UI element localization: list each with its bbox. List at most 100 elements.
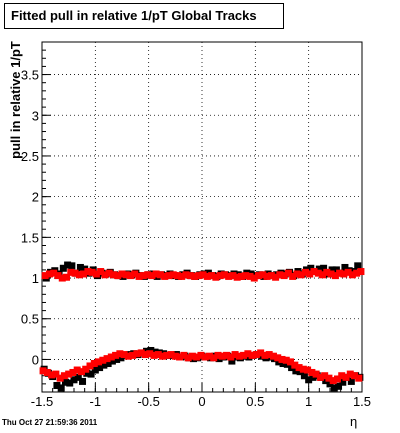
data-point bbox=[61, 378, 69, 386]
data-point bbox=[329, 377, 337, 385]
data-point bbox=[173, 272, 181, 280]
data-point bbox=[308, 368, 316, 376]
data-point bbox=[263, 272, 271, 280]
data-point bbox=[45, 270, 53, 278]
data-point bbox=[63, 273, 71, 281]
data-point bbox=[67, 268, 75, 276]
data-point bbox=[92, 270, 100, 278]
data-point bbox=[97, 268, 105, 276]
data-point bbox=[315, 265, 323, 273]
data-point bbox=[69, 368, 77, 376]
data-point bbox=[231, 351, 239, 359]
data-point bbox=[113, 355, 121, 363]
data-point bbox=[225, 272, 233, 280]
data-point bbox=[109, 271, 117, 279]
data-point bbox=[240, 351, 248, 359]
data-point bbox=[188, 352, 196, 360]
y-tick-label: 0 bbox=[32, 352, 39, 367]
data-point bbox=[208, 272, 216, 280]
data-point bbox=[353, 269, 361, 277]
data-point bbox=[184, 354, 192, 362]
data-point bbox=[325, 374, 333, 382]
data-point bbox=[77, 368, 85, 376]
data-point bbox=[316, 373, 324, 381]
data-point bbox=[124, 352, 132, 360]
data-point bbox=[165, 272, 173, 280]
data-point bbox=[276, 271, 284, 279]
data-point bbox=[282, 356, 290, 364]
timestamp: Thu Oct 27 21:59:36 2011 bbox=[2, 418, 98, 427]
data-point bbox=[293, 270, 301, 278]
y-tick-label: 2.5 bbox=[21, 149, 39, 164]
data-point bbox=[257, 349, 265, 357]
x-tick-label: -1 bbox=[90, 394, 102, 409]
data-point bbox=[180, 351, 188, 359]
y-tick-label: 0.5 bbox=[21, 312, 39, 327]
data-point bbox=[354, 262, 362, 270]
data-point bbox=[274, 354, 282, 362]
data-point bbox=[328, 266, 336, 274]
data-point bbox=[112, 351, 120, 359]
data-point bbox=[319, 271, 327, 279]
data-point bbox=[144, 271, 152, 279]
data-point bbox=[331, 272, 339, 280]
data-point bbox=[87, 370, 95, 378]
y-tick-label: 1 bbox=[32, 271, 39, 286]
data-point bbox=[214, 351, 222, 359]
data-point bbox=[357, 268, 365, 276]
data-point bbox=[284, 269, 292, 277]
chart-title: Fitted pull in relative 1/pT Global Trac… bbox=[4, 3, 284, 29]
x-tick-label: 1 bbox=[305, 394, 312, 409]
data-point bbox=[146, 350, 154, 358]
data-point bbox=[83, 369, 91, 377]
data-point bbox=[191, 272, 199, 280]
data-point bbox=[70, 376, 78, 384]
data-point bbox=[103, 355, 111, 363]
data-point bbox=[346, 370, 354, 378]
data-point bbox=[272, 273, 280, 281]
data-point bbox=[82, 365, 90, 373]
data-point bbox=[139, 272, 147, 280]
data-point bbox=[84, 268, 92, 276]
data-point bbox=[320, 264, 328, 272]
data-point bbox=[344, 268, 352, 276]
data-point bbox=[60, 372, 68, 380]
data-point bbox=[116, 350, 124, 358]
data-point bbox=[305, 376, 313, 384]
data-point bbox=[223, 351, 231, 359]
data-point bbox=[52, 370, 60, 378]
data-point bbox=[203, 272, 211, 280]
data-point bbox=[295, 364, 303, 372]
data-point bbox=[127, 272, 135, 280]
data-point bbox=[41, 272, 49, 280]
x-tick-label: -0.5 bbox=[137, 394, 159, 409]
data-point bbox=[135, 272, 143, 280]
data-point bbox=[79, 377, 87, 385]
data-point bbox=[265, 351, 273, 359]
data-point bbox=[297, 271, 305, 279]
data-point bbox=[197, 351, 205, 359]
data-point bbox=[341, 263, 349, 271]
data-point bbox=[39, 367, 47, 375]
data-point bbox=[169, 271, 177, 279]
data-point bbox=[210, 354, 218, 362]
data-point bbox=[304, 366, 312, 374]
data-point bbox=[267, 272, 275, 280]
y-tick-label: 2 bbox=[32, 190, 39, 205]
data-point bbox=[312, 370, 320, 378]
data-point bbox=[43, 368, 51, 376]
data-point bbox=[57, 384, 65, 392]
data-point bbox=[333, 375, 341, 383]
data-point bbox=[159, 352, 167, 360]
data-point bbox=[261, 351, 269, 359]
data-point bbox=[80, 270, 88, 278]
data-point bbox=[233, 273, 241, 281]
data-point bbox=[237, 272, 245, 280]
data-point bbox=[310, 268, 318, 276]
data-point bbox=[96, 364, 104, 372]
data-point bbox=[156, 271, 164, 279]
data-point bbox=[120, 351, 128, 359]
x-tick-label: 1.5 bbox=[353, 394, 371, 409]
data-point bbox=[242, 272, 250, 280]
